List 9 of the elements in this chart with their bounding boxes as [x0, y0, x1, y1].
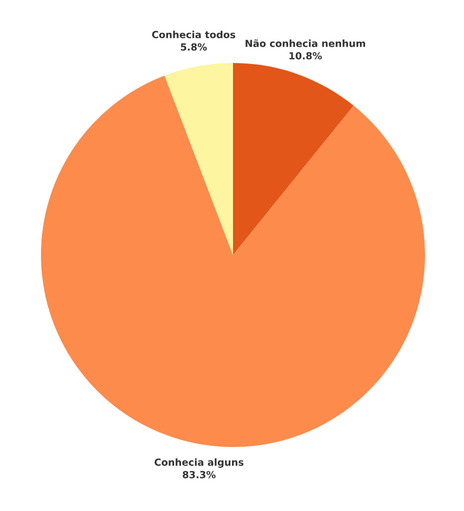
slice-label: Conhecia alguns: [154, 458, 244, 468]
pie-slice: [41, 76, 425, 447]
data-label: 83.3%: [182, 470, 216, 478]
data-label: 10.8%: [290, 52, 322, 60]
slice-label: Conhecia todos: [152, 30, 236, 38]
slice-label: Não conhecia nenhum: [246, 39, 366, 48]
pie-slice: [233, 63, 354, 255]
data-label: 5.8%: [180, 43, 207, 51]
pie-slice: [164, 63, 233, 255]
